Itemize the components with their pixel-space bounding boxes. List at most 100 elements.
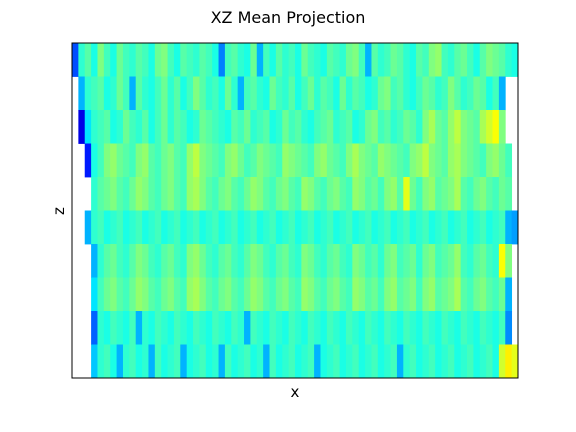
heatmap-cell [193, 143, 200, 178]
heatmap-cell [333, 143, 340, 178]
heatmap-cell [396, 110, 404, 144]
heatmap-cell [511, 344, 519, 379]
heatmap-cell [142, 143, 149, 178]
heatmap-cell [256, 277, 264, 312]
heatmap-cell [256, 110, 264, 144]
heatmap-cell [110, 277, 117, 312]
heatmap-cell [205, 244, 213, 278]
heatmap-cell [269, 311, 277, 345]
heatmap-cell [167, 110, 175, 144]
heatmap-cell [479, 244, 487, 278]
heatmap-cell [244, 244, 251, 278]
heatmap-cell [97, 177, 105, 211]
heatmap-cell [275, 143, 283, 178]
heatmap-cell [326, 277, 334, 312]
heatmap-cell [275, 210, 283, 245]
heatmap-cell [129, 143, 137, 178]
heatmap-cell [467, 177, 474, 211]
heatmap-cell [161, 43, 168, 77]
heatmap-cell [454, 344, 462, 379]
heatmap-cell [295, 43, 302, 77]
heatmap-cell [454, 43, 462, 77]
heatmap-cell [154, 277, 162, 312]
heatmap-cell [205, 210, 213, 245]
heatmap-cell [275, 344, 283, 379]
heatmap-cell [339, 277, 347, 312]
heatmap-cell [103, 244, 111, 278]
heatmap-cell [422, 110, 430, 144]
heatmap-cell [301, 210, 309, 245]
heatmap-cell [205, 177, 213, 211]
heatmap-cell [154, 344, 162, 379]
heatmap-cell [403, 76, 411, 111]
heatmap-cell [447, 244, 455, 278]
heatmap-cell [116, 277, 124, 312]
heatmap-cell [498, 110, 506, 144]
heatmap-cell [479, 277, 487, 312]
heatmap-cell [460, 143, 468, 178]
heatmap-cell [409, 177, 417, 211]
heatmap-cell [269, 143, 277, 178]
heatmap-cell [307, 210, 315, 245]
heatmap-cell [479, 177, 487, 211]
heatmap-cell [122, 76, 130, 111]
heatmap-cell [282, 210, 290, 245]
heatmap-cell [212, 311, 219, 345]
heatmap-cell [345, 110, 353, 144]
heatmap-cell [193, 43, 200, 77]
heatmap-cell [384, 244, 391, 278]
heatmap-cell [460, 311, 468, 345]
heatmap-cell [403, 344, 411, 379]
heatmap-cell [180, 277, 188, 312]
heatmap-cell [371, 76, 379, 111]
heatmap-cell [237, 210, 245, 245]
heatmap-cell [193, 244, 200, 278]
heatmap-cell [454, 244, 462, 278]
heatmap-cell [352, 177, 360, 211]
heatmap-cell [244, 177, 251, 211]
heatmap-cell [193, 177, 200, 211]
heatmap-cell [339, 210, 347, 245]
heatmap-cell [454, 76, 462, 111]
heatmap-cell [428, 76, 436, 111]
heatmap-cell [505, 244, 513, 278]
heatmap-cell [390, 277, 398, 312]
heatmap-cell [154, 110, 162, 144]
heatmap-cell [122, 43, 130, 77]
heatmap-cell [275, 244, 283, 278]
heatmap-cell [180, 110, 188, 144]
heatmap-cell [167, 76, 175, 111]
heatmap-cell [403, 110, 411, 144]
heatmap-cell [218, 344, 226, 379]
heatmap-cell [416, 244, 423, 278]
heatmap-cell [428, 43, 436, 77]
heatmap-cell [110, 143, 117, 178]
heatmap-cell [492, 76, 500, 111]
heatmap-cell [326, 43, 334, 77]
heatmap-cell [199, 143, 207, 178]
heatmap-cell [263, 277, 270, 312]
heatmap-cell [250, 344, 258, 379]
heatmap-cell [460, 244, 468, 278]
heatmap-cell [435, 143, 442, 178]
heatmap-cell [244, 344, 251, 379]
heatmap-cell [263, 110, 270, 144]
heatmap-cell [365, 244, 372, 278]
heatmap-cell [396, 311, 404, 345]
heatmap-cell [358, 43, 366, 77]
heatmap-cell [320, 177, 328, 211]
heatmap-cell [301, 76, 309, 111]
heatmap-cell [288, 210, 296, 245]
heatmap-cell [129, 277, 137, 312]
heatmap-cell [409, 43, 417, 77]
heatmap-cell [173, 210, 181, 245]
heatmap-cell [167, 277, 175, 312]
heatmap-cell [307, 277, 315, 312]
heatmap-cell [129, 43, 137, 77]
heatmap-cell [460, 210, 468, 245]
heatmap-cell [460, 177, 468, 211]
heatmap-cell [135, 143, 143, 178]
heatmap-cell [129, 344, 137, 379]
heatmap-cell [441, 277, 449, 312]
heatmap-cell [148, 344, 156, 379]
